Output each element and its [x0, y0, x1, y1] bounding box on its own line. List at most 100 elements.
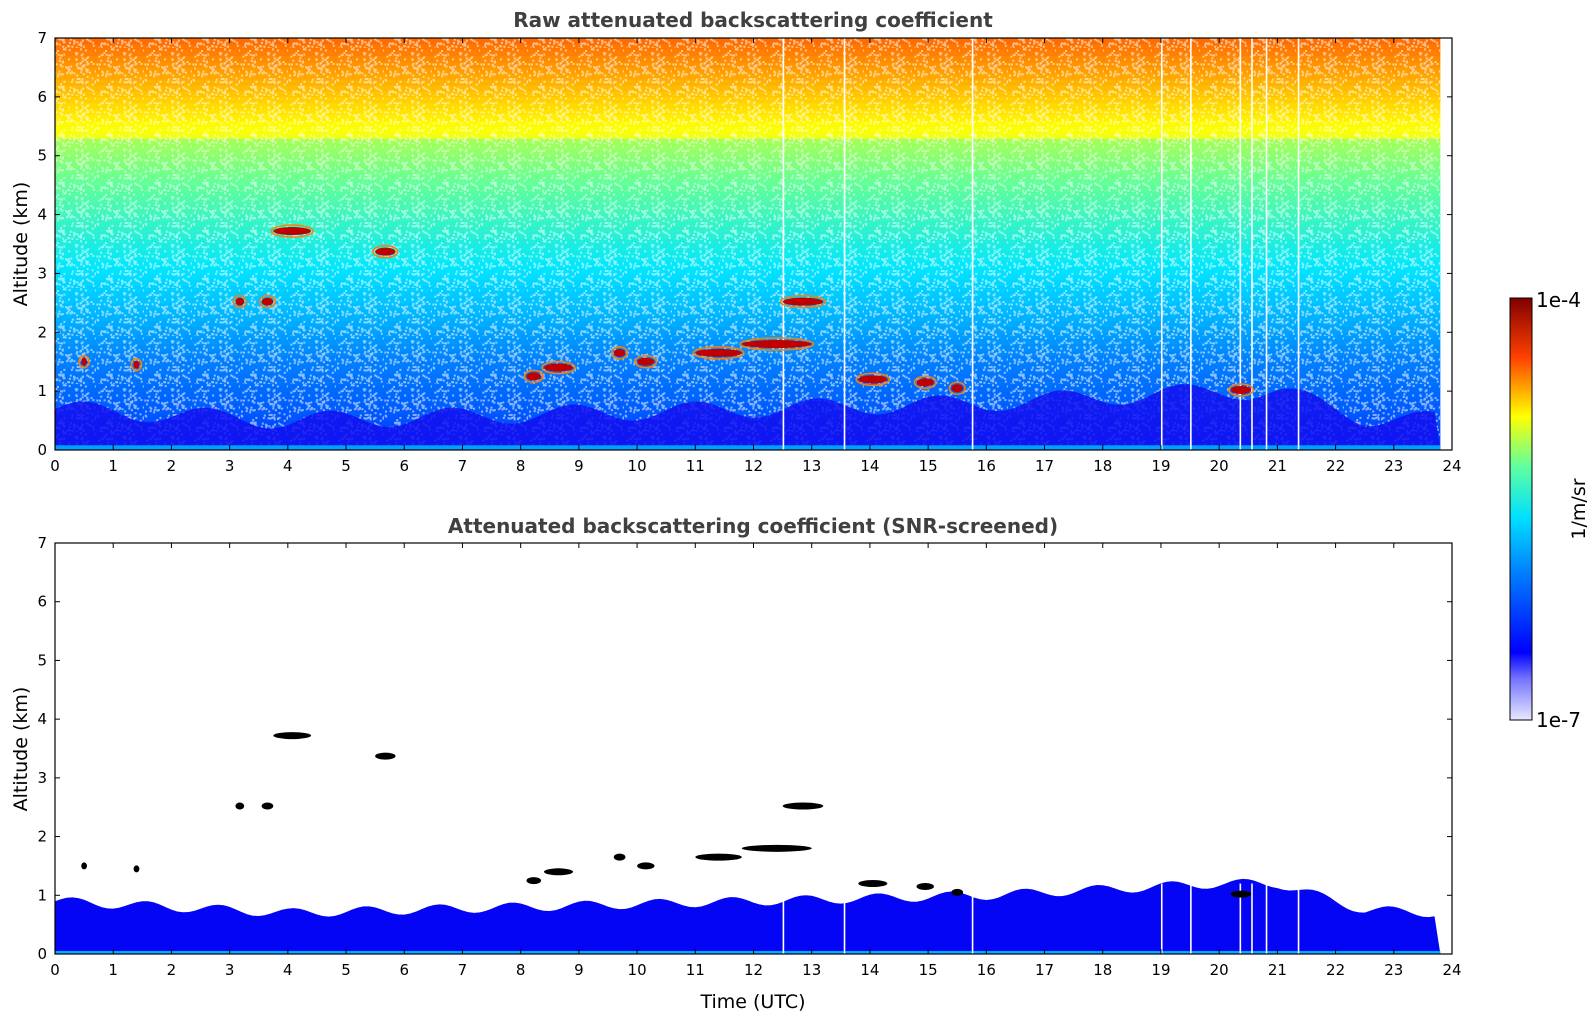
x-tick-label: 19 — [1151, 961, 1170, 979]
x-tick-label: 13 — [802, 457, 821, 475]
x-tick-label: 17 — [1035, 961, 1054, 979]
raw-cloud-edge — [130, 357, 143, 372]
x-tick-label: 5 — [341, 457, 351, 475]
x-tick-label: 10 — [628, 961, 647, 979]
raw-cloud-edge — [232, 294, 247, 309]
x-tick-label: 6 — [399, 457, 409, 475]
raw-cloud-feature — [613, 348, 626, 357]
raw-data-gap — [782, 38, 785, 450]
x-tick-label: 0 — [50, 961, 60, 979]
x-tick-label: 5 — [341, 961, 351, 979]
screened-cloud-feature — [695, 853, 742, 861]
x-tick-label: 12 — [744, 961, 763, 979]
y-axis-raw: 0 1 2 3 4 5 6 7 — [37, 29, 1452, 459]
screened-cloud-feature — [526, 877, 542, 885]
raw-cloud-edge — [913, 375, 937, 390]
x-tick-label: 7 — [458, 457, 468, 475]
raw-cloud-feature — [375, 247, 396, 256]
x-tick-label: 23 — [1384, 457, 1403, 475]
raw-cloud-feature — [695, 348, 742, 357]
raw-cloud-edge — [1228, 383, 1254, 397]
raw-data-gap — [843, 38, 846, 450]
x-tick-label: 13 — [802, 961, 821, 979]
panel-screened: Attenuated backscattering coefficient (S… — [10, 514, 1462, 1013]
x-tick-label: 15 — [919, 961, 938, 979]
x-tick-label: 17 — [1035, 457, 1054, 475]
colorbar-min-label: 1e-7 — [1536, 708, 1581, 732]
y-tick-label: 5 — [37, 147, 47, 165]
x-tick-label: 20 — [1210, 457, 1229, 475]
raw-cloud-feature — [951, 384, 964, 393]
raw-cloud-feature — [526, 372, 542, 381]
y-tick-label: 2 — [37, 828, 47, 846]
raw-cloud-edge — [611, 346, 629, 360]
raw-cloud-edge — [258, 294, 277, 309]
y-tick-label: 3 — [37, 769, 47, 787]
x-tick-label: 18 — [1093, 457, 1112, 475]
raw-cloud-feature — [133, 360, 140, 369]
y-tick-label: 2 — [37, 323, 47, 341]
screened-cloud-feature — [375, 752, 396, 760]
screened-cloud-feature — [613, 853, 626, 861]
raw-cloud-feature — [543, 363, 574, 372]
y-axis-screened: 0 1 2 3 4 5 6 7 — [37, 534, 1452, 963]
colorbar: 1e-4 1e-7 1/m/sr — [1509, 288, 1590, 732]
x-tick-label: 22 — [1326, 457, 1345, 475]
x-tick-label: 3 — [225, 457, 235, 475]
raw-surface-layer — [55, 445, 1441, 450]
screened-cloud-feature — [273, 732, 312, 740]
raw-cloud-feature — [741, 340, 812, 349]
raw-cloud-edge — [523, 369, 544, 384]
raw-cloud-feature — [858, 375, 888, 384]
screened-data-gap — [1160, 883, 1163, 954]
y-tick-label: 6 — [37, 88, 47, 106]
plot-area-raw — [55, 38, 1441, 450]
x-axis-label-screened: Time (UTC) — [699, 991, 805, 1013]
x-tick-label: 6 — [399, 961, 409, 979]
raw-cloud-edge — [372, 244, 399, 259]
y-tick-label: 1 — [37, 886, 47, 904]
screened-data-gap — [1190, 883, 1192, 954]
screened-data-gap — [971, 883, 974, 954]
screened-cloud-feature — [81, 862, 88, 870]
x-axis-raw: 0 1 2 3 4 5 6 7 8 9 10 11 12 13 14 15 16 17 18 19 20 21 22 23 24 — [50, 38, 1462, 475]
x-tick-label: 21 — [1268, 457, 1287, 475]
screened-cloud-feature — [741, 844, 812, 852]
raw-cloud-edge — [541, 360, 576, 375]
plot-area-screened — [55, 732, 1441, 954]
screened-data-gap — [1297, 883, 1300, 954]
screened-data-gap — [782, 883, 785, 954]
x-tick-label: 14 — [860, 961, 879, 979]
raw-cloud-feature — [916, 378, 934, 387]
raw-data-gap — [1265, 38, 1268, 450]
raw-cloud-feature — [782, 297, 824, 306]
chart-title-raw: Raw attenuated backscattering coefficien… — [513, 8, 993, 32]
x-tick-label: 7 — [458, 961, 468, 979]
raw-cloud-edge — [634, 354, 658, 369]
x-tick-label: 8 — [516, 961, 526, 979]
screened-data-gap — [1251, 883, 1253, 954]
colorbar-gradient — [1509, 297, 1533, 721]
x-tick-label: 1 — [108, 961, 118, 979]
screened-cloud-feature — [543, 868, 574, 876]
colorbar-max-label: 1e-4 — [1536, 288, 1581, 312]
raw-data-gap — [1239, 38, 1242, 450]
x-tick-label: 11 — [686, 457, 705, 475]
raw-cloud-edge — [855, 372, 891, 387]
y-axis-label-screened: Altitude (km) — [10, 687, 32, 812]
x-tick-label: 9 — [574, 457, 584, 475]
raw-cloud-feature — [261, 297, 274, 306]
screened-cloud-feature — [235, 802, 245, 810]
x-tick-label: 11 — [686, 961, 705, 979]
x-tick-label: 10 — [628, 457, 647, 475]
x-axis-screened: 0 1 2 3 4 5 6 7 8 9 10 11 12 13 14 15 16 17 18 19 20 21 22 23 24 — [50, 543, 1462, 979]
screened-cloud-feature — [782, 802, 824, 810]
screened-cloud-feature — [637, 862, 655, 870]
x-tick-label: 16 — [977, 961, 996, 979]
x-tick-label: 15 — [919, 457, 938, 475]
raw-cloud-feature — [637, 357, 655, 366]
raw-cloud-edge — [779, 294, 827, 309]
x-tick-label: 14 — [860, 457, 879, 475]
x-tick-label: 23 — [1384, 961, 1403, 979]
x-tick-label: 8 — [516, 457, 526, 475]
